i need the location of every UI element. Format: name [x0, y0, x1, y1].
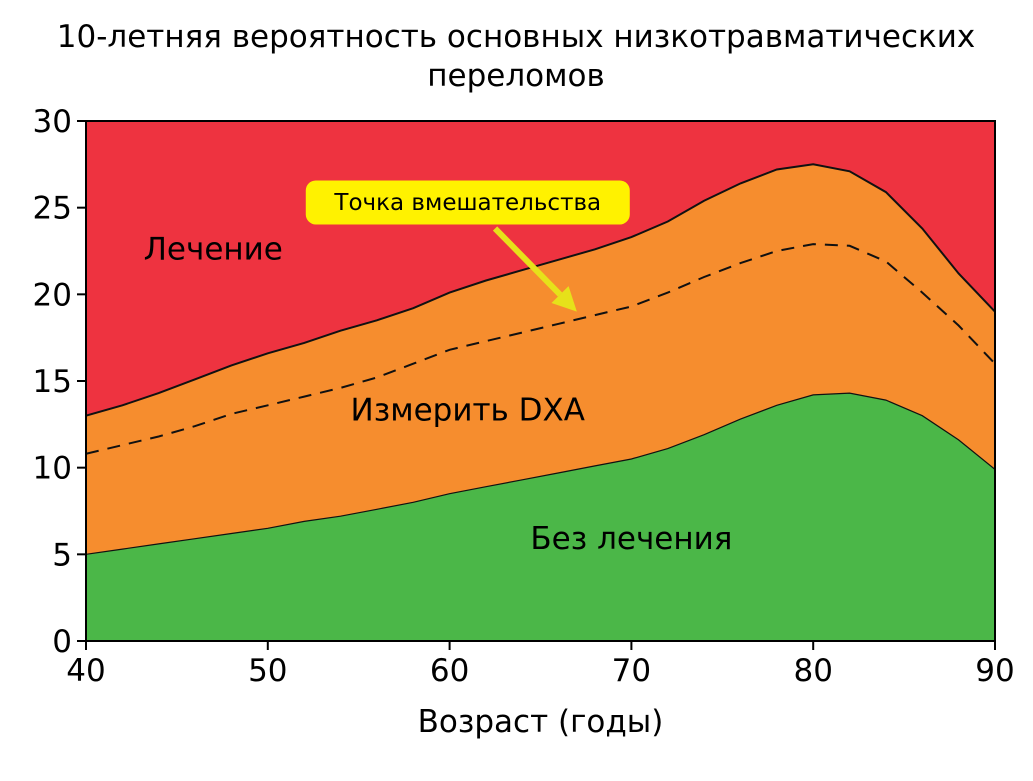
- y-tick-label: 10: [33, 451, 72, 487]
- lower-threshold-line: [86, 392, 995, 555]
- y-tick-label: 5: [52, 537, 72, 573]
- y-tick-label: 30: [33, 104, 72, 140]
- region-label-measure-dxa: Измерить DXA: [351, 393, 585, 429]
- x-axis-label: Возраст (годы): [418, 704, 664, 740]
- callout-arrow-shaft: [492, 226, 563, 297]
- region-measure-dxa: [86, 164, 995, 555]
- y-tick-label: 0: [52, 624, 72, 660]
- y-tick-label: 15: [33, 364, 72, 400]
- x-tick-label: 40: [66, 653, 105, 689]
- region-label-treatment: Лечение: [144, 232, 283, 268]
- callout-arrow-head: [551, 286, 577, 312]
- intervention-threshold-line: [86, 243, 995, 455]
- region-label-no-treatment: Без лечения: [530, 521, 732, 557]
- x-tick-label: 50: [248, 653, 287, 689]
- x-tick-label: 80: [793, 653, 832, 689]
- upper-threshold-line: [86, 163, 995, 417]
- y-tick-label: 25: [33, 191, 72, 227]
- chart-title-line-2: переломов: [427, 58, 605, 94]
- x-tick-label: 70: [612, 653, 651, 689]
- region-no-treatment: [86, 393, 995, 641]
- callout-label: Точка вмешательства: [333, 190, 601, 216]
- x-tick-label: 60: [430, 653, 469, 689]
- x-tick-label: 90: [975, 653, 1014, 689]
- y-tick-label: 20: [33, 277, 72, 313]
- callout-box: [305, 180, 630, 225]
- chart-title-line-1: 10-летняя вероятность основных низкотрав…: [57, 19, 975, 55]
